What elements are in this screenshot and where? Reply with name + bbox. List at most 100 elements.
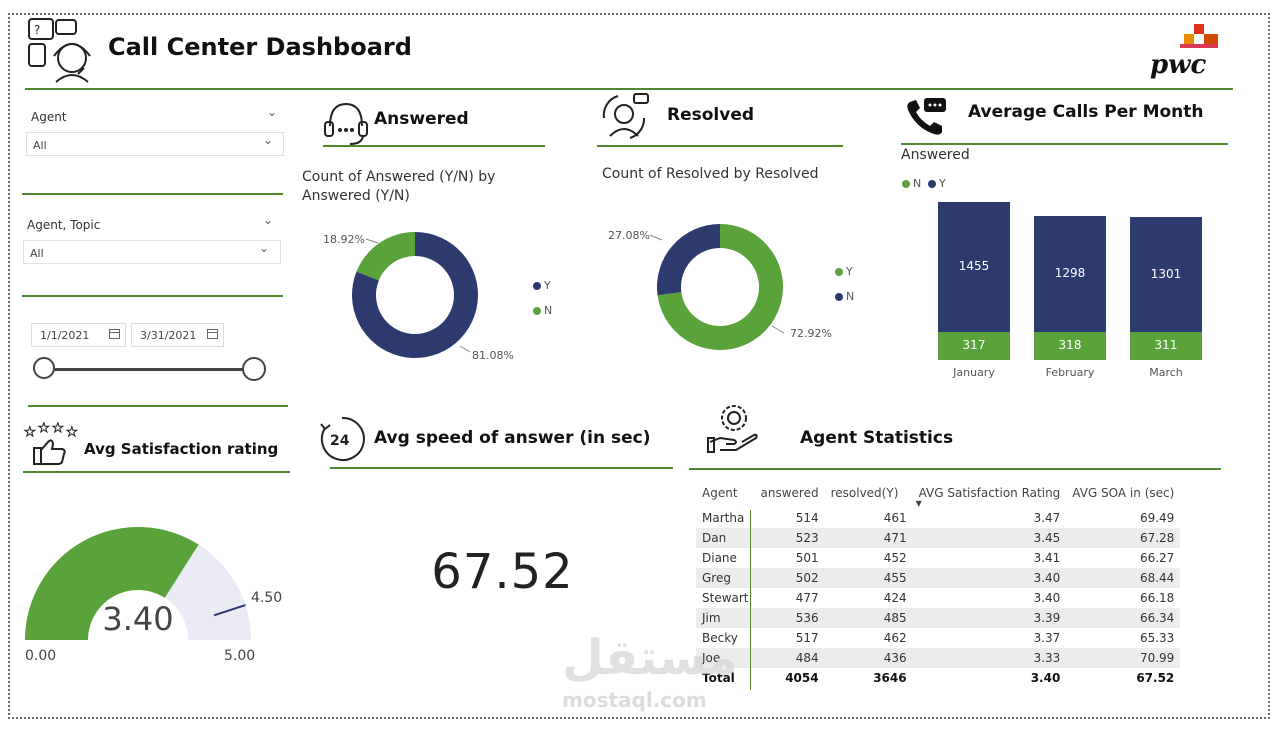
table-cell: 536 (754, 608, 825, 628)
donut-slice-n[interactable] (356, 232, 415, 281)
slicer-divider (22, 193, 283, 195)
agent-dropdown[interactable]: All (26, 132, 284, 156)
legend-label: Y (939, 177, 946, 190)
table-cell: 501 (795, 551, 819, 565)
column-header[interactable]: AVG SOA in (sec) (1072, 486, 1175, 500)
legend-item-y[interactable]: Y (533, 279, 551, 292)
legend-label: N (846, 290, 855, 303)
date-slider-start-handle[interactable] (33, 357, 55, 379)
date-slider-end-handle[interactable] (242, 357, 266, 381)
bar-segment-n[interactable] (1034, 331, 1106, 360)
table-row[interactable]: Jim 536 485 3.39 66.34 (696, 608, 1181, 628)
donut-slice-y[interactable] (352, 232, 479, 358)
satisfaction-gauge[interactable] (20, 520, 260, 645)
legend-item-n[interactable]: N (533, 304, 552, 317)
dashboard-frame (8, 13, 1270, 719)
chevron-down-icon[interactable]: ⌄ (263, 133, 274, 147)
table-cell: 66.18 (1139, 591, 1175, 605)
agent-name-cell: Greg (696, 568, 755, 588)
column-header[interactable]: answered (760, 486, 819, 500)
x-axis-tick-label: February (1045, 366, 1095, 379)
gauge-value-arc (25, 527, 199, 640)
bar-segment-y[interactable] (1130, 216, 1202, 333)
bar-segment-y[interactable] (938, 202, 1010, 332)
legend-item-n[interactable]: N (835, 290, 854, 303)
watermark-arabic: مستقل (562, 630, 738, 686)
pwc-logo-text: pwc (1150, 50, 1207, 80)
column-header-sorted[interactable]: AVG Satisfaction Rating ▼ (913, 482, 1067, 508)
phone-chat-icon (907, 98, 946, 135)
headset-icon (324, 102, 368, 145)
table-row[interactable]: Dan 523 471 3.45 67.28 (696, 528, 1181, 548)
start-date-input[interactable]: 1/1/2021 (31, 323, 126, 347)
resolved-pct-n-label: 27.08% (608, 229, 650, 242)
resolved-donut-chart[interactable] (645, 212, 795, 362)
legend-swatch (533, 307, 541, 315)
bar-segment-n[interactable] (1130, 332, 1202, 360)
table-cell: 517 (795, 631, 819, 645)
agent-name-cell: Jim (696, 608, 755, 628)
table-row[interactable]: Martha 514 461 3.47 69.49 (696, 508, 1180, 528)
bar-segment-y[interactable] (1034, 216, 1106, 332)
table-row[interactable]: Becky 517 462 3.37 65.33 (696, 628, 1180, 648)
calls-per-month-bar-chart[interactable]: 317 1455 January 318 1298 February 311 1301 Marc… (930, 200, 1220, 385)
watermark-latin: mostaql.com (562, 688, 707, 712)
end-date-value: 3/31/2021 (140, 329, 197, 342)
calendar-icon[interactable] (207, 329, 218, 339)
table-row[interactable]: Greg 502 455 3.40 68.44 (696, 568, 1181, 588)
legend-swatch (835, 268, 843, 276)
table-row[interactable]: Stewart 477 424 3.40 66.18 (696, 588, 1180, 608)
x-axis-tick-label: March (1149, 366, 1183, 379)
column-header[interactable]: Agent (702, 486, 738, 500)
agent-stats-title: Agent Statistics (800, 428, 954, 448)
chevron-down-icon[interactable]: ⌄ (259, 241, 270, 255)
table-cell: 462 (883, 631, 907, 645)
table-cell: 66.34 (1066, 608, 1181, 628)
table-cell: 452 (883, 551, 907, 565)
table-column-divider (750, 510, 751, 690)
agent-support-icon (602, 93, 649, 139)
answered-pct-n-label: 18.92% (323, 233, 365, 246)
table-row[interactable]: Diane 501 452 3.41 66.27 (696, 548, 1180, 568)
chevron-down-icon[interactable]: ⌄ (263, 213, 274, 227)
svg-text:★: ★ (38, 422, 50, 436)
bar-data-label: 1298 (1054, 266, 1086, 281)
sort-desc-icon: ▼ (915, 499, 922, 508)
date-slider-track[interactable] (45, 368, 255, 371)
gauge-max-label: 5.00 (224, 648, 256, 664)
legend-item-y[interactable]: Y (835, 265, 853, 278)
legend-item-y[interactable]: Y (928, 177, 946, 190)
table-cell: 471 (824, 528, 913, 548)
bar-segment-n[interactable] (938, 331, 1010, 360)
table-cell: 3.40 (1033, 591, 1061, 605)
speed-title: Avg speed of answer (in sec) (374, 428, 651, 448)
donut-slice-y[interactable] (657, 224, 783, 350)
satisfaction-top-divider (28, 405, 288, 407)
answered-divider (323, 145, 545, 147)
table-cell: 485 (824, 608, 913, 628)
calendar-icon[interactable] (109, 329, 120, 339)
agent-topic-dropdown-value: All (30, 247, 44, 260)
legend-swatch (928, 180, 936, 188)
resolved-pct-y-label: 72.92% (790, 327, 832, 340)
satisfaction-divider (23, 471, 290, 473)
legend-item-n[interactable]: N (902, 177, 921, 190)
donut-slice-n[interactable] (657, 224, 720, 296)
column-header-label: AVG Satisfaction Rating (918, 486, 1061, 500)
end-date-input[interactable]: 3/31/2021 (131, 323, 224, 347)
agent-topic-dropdown[interactable]: All (23, 240, 281, 264)
answered-chart-title: Count of Answered (Y/N) by Answered (Y/N… (302, 169, 496, 204)
column-header[interactable]: resolved(Y) (830, 486, 899, 500)
answered-donut-chart[interactable] (340, 220, 490, 370)
resolved-leader-lines (649, 234, 785, 334)
table-cell: 3.39 (912, 608, 1067, 628)
bar-data-label: 1455 (958, 259, 990, 274)
total-cell: 67.52 (1136, 671, 1175, 685)
svg-text:24: 24 (330, 433, 350, 449)
legend-label: N (544, 304, 553, 317)
header-divider (25, 88, 1233, 90)
chevron-down-icon[interactable]: ⌄ (267, 105, 278, 119)
table-cell: 65.33 (1139, 631, 1175, 645)
table-cell: 3.41 (1033, 551, 1061, 565)
table-row[interactable]: Joe 484 436 3.33 70.99 (696, 648, 1181, 668)
